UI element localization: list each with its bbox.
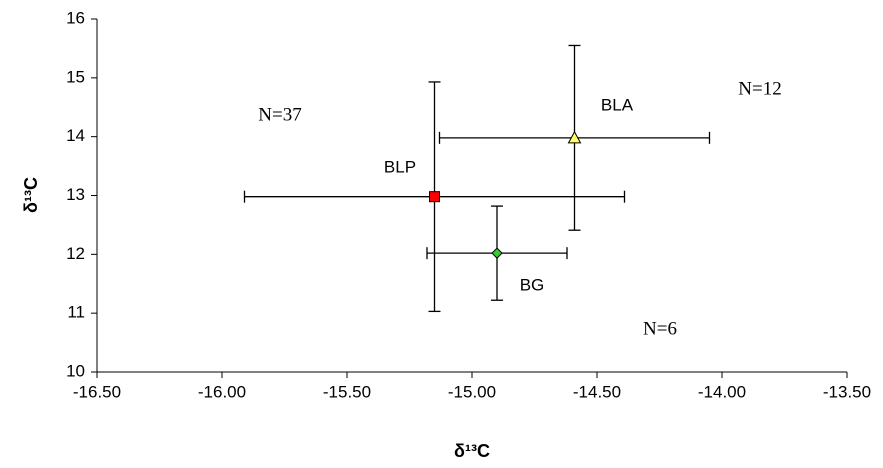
y-tick-label: 15 <box>66 67 85 86</box>
x-tick-label: -16.50 <box>73 382 121 401</box>
point <box>567 130 582 144</box>
y-tick-label: 11 <box>67 303 85 322</box>
point <box>429 191 440 203</box>
annotation: N=6 <box>643 318 677 339</box>
x-axis-title: δ¹³C <box>454 441 490 461</box>
y-tick-label: 12 <box>66 244 85 263</box>
series-label: BLA <box>601 95 634 114</box>
point <box>491 247 503 259</box>
y-axis-title: δ¹³C <box>21 177 41 213</box>
x-tick-label: -16.00 <box>198 382 246 401</box>
x-tick-label: -15.00 <box>448 382 496 401</box>
x-tick-label: -14.00 <box>698 382 746 401</box>
x-tick-label: -15.50 <box>323 382 371 401</box>
x-tick-label: -13.50 <box>823 382 871 401</box>
series-label: BG <box>520 275 545 294</box>
annotation: N=12 <box>738 78 781 99</box>
annotation: N=37 <box>258 104 301 125</box>
y-tick-label: 14 <box>66 126 85 145</box>
y-tick-label: 10 <box>66 361 85 380</box>
y-tick-label: 16 <box>66 8 85 27</box>
y-tick-label: 13 <box>66 185 85 204</box>
x-tick-label: -14.50 <box>573 382 621 401</box>
series-label: BLP <box>384 157 416 176</box>
